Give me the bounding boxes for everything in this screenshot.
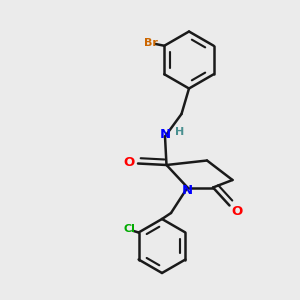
Text: Br: Br — [144, 38, 158, 48]
Text: O: O — [231, 205, 243, 218]
Text: Cl: Cl — [124, 224, 136, 235]
Text: H: H — [176, 127, 184, 137]
Text: N: N — [182, 184, 193, 197]
Text: O: O — [123, 155, 135, 169]
Text: N: N — [159, 128, 171, 142]
